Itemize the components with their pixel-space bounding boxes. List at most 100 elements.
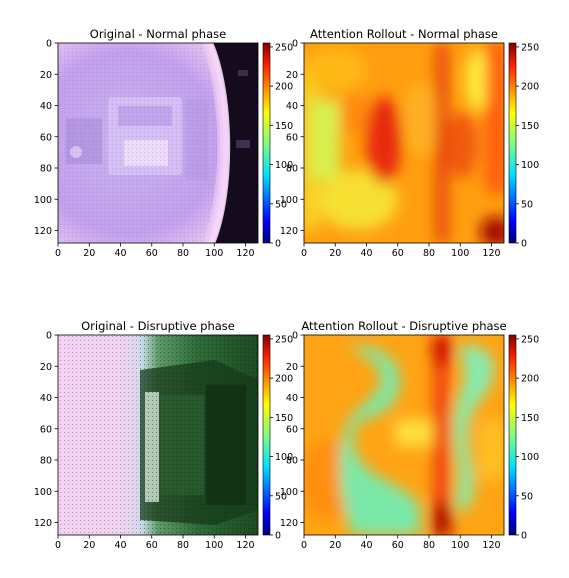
colorbar-tick-label: 0 xyxy=(275,239,281,250)
y-tick-label: 100 xyxy=(34,487,52,498)
x-axis: 0 20 40 60 80 100 120 xyxy=(301,535,501,551)
colorbar-tick-label: 150 xyxy=(521,413,539,424)
camera-image-normal xyxy=(58,43,258,243)
x-tick-label: 20 xyxy=(83,540,95,551)
x-tick-label: 100 xyxy=(451,540,469,551)
y-tick-label: 80 xyxy=(286,164,298,175)
y-tick-label: 0 xyxy=(46,331,52,342)
colorbar-tick-label: 250 xyxy=(521,42,539,53)
x-tick-label: 80 xyxy=(423,540,435,551)
colorbar-tick-label: 250 xyxy=(521,334,539,345)
x-axis: 0 20 40 60 80 100 120 xyxy=(55,243,255,259)
y-tick-label: 100 xyxy=(34,195,52,206)
x-tick-label: 40 xyxy=(360,248,372,259)
y-tick-label: 100 xyxy=(280,195,298,206)
x-tick-label: 120 xyxy=(236,248,254,259)
colorbar-tick-label: 50 xyxy=(521,491,533,502)
x-tick-label: 120 xyxy=(236,540,254,551)
colorbar-tick-label: 150 xyxy=(521,121,539,132)
colorbar-tick-label: 0 xyxy=(521,531,527,542)
y-tick-label: 40 xyxy=(286,101,298,112)
x-tick-label: 0 xyxy=(55,248,61,259)
x-tick-label: 100 xyxy=(205,540,223,551)
y-tick-label: 0 xyxy=(292,39,298,50)
panel-attention-disruptive: Attention Rollout - Disruptive phase 0 20… xyxy=(280,319,539,551)
x-tick-label: 120 xyxy=(482,540,500,551)
y-axis: 0 20 40 60 80 100 120 xyxy=(280,331,304,529)
panel-title: Original - Normal phase xyxy=(90,27,226,41)
colorbar-tick-label: 100 xyxy=(521,160,539,171)
colorbar-tick-label: 50 xyxy=(275,491,287,502)
colorbar-tick-label: 100 xyxy=(521,452,539,463)
y-tick-label: 120 xyxy=(280,518,298,529)
panel-attention-normal: Attention Rollout - Normal phase 0 20 40 60… xyxy=(280,27,539,259)
panel-original-disruptive: Original - Disruptive phase 0 20 40 60 80 100… xyxy=(34,319,293,551)
y-tick-label: 80 xyxy=(286,456,298,467)
x-tick-label: 40 xyxy=(114,248,126,259)
x-tick-label: 20 xyxy=(329,248,341,259)
y-tick-label: 40 xyxy=(286,393,298,404)
x-tick-label: 0 xyxy=(301,248,307,259)
x-tick-label: 0 xyxy=(301,540,307,551)
colorbar-tick-label: 0 xyxy=(521,239,527,250)
colorbar-tick-label: 100 xyxy=(275,452,293,463)
x-tick-label: 80 xyxy=(177,248,189,259)
colorbar-tick-label: 0 xyxy=(275,531,281,542)
y-tick-label: 0 xyxy=(292,331,298,342)
y-tick-label: 40 xyxy=(40,101,52,112)
y-tick-label: 20 xyxy=(40,362,52,373)
y-tick-label: 80 xyxy=(40,456,52,467)
x-tick-label: 40 xyxy=(114,540,126,551)
colorbar: 0 50 100 150 200 250 xyxy=(262,334,293,542)
panel-original-normal: Original - Normal phase 0 20 40 60 80 100 120 … xyxy=(34,27,293,259)
y-tick-label: 20 xyxy=(286,362,298,373)
x-tick-label: 0 xyxy=(55,540,61,551)
colorbar-tick-label: 200 xyxy=(275,82,293,93)
panel-title: Original - Disruptive phase xyxy=(81,319,235,333)
panel-title: Attention Rollout - Disruptive phase xyxy=(301,319,506,333)
colorbar-tick-label: 250 xyxy=(275,334,293,345)
colorbar-tick-label: 50 xyxy=(275,199,287,210)
y-tick-label: 20 xyxy=(40,70,52,81)
x-tick-label: 20 xyxy=(329,540,341,551)
panel-title: Attention Rollout - Normal phase xyxy=(310,27,498,41)
x-axis: 0 20 40 60 80 100 120 xyxy=(55,535,255,551)
attention-map-disruptive xyxy=(304,335,504,535)
x-tick-label: 20 xyxy=(83,248,95,259)
y-tick-label: 120 xyxy=(34,226,52,237)
colorbar-tick-label: 250 xyxy=(275,42,293,53)
y-axis: 0 20 40 60 80 100 120 xyxy=(280,39,304,237)
y-tick-label: 0 xyxy=(46,39,52,50)
colorbar-tick-label: 150 xyxy=(275,121,293,132)
y-tick-label: 120 xyxy=(280,226,298,237)
y-tick-label: 100 xyxy=(280,487,298,498)
x-tick-label: 80 xyxy=(423,248,435,259)
y-tick-label: 80 xyxy=(40,164,52,175)
y-tick-label: 120 xyxy=(34,518,52,529)
y-tick-label: 60 xyxy=(286,132,298,143)
colorbar-tick-label: 200 xyxy=(275,374,293,385)
y-tick-label: 60 xyxy=(286,424,298,435)
camera-image-disruptive xyxy=(58,335,258,535)
colorbar-tick-label: 150 xyxy=(275,413,293,424)
x-tick-label: 60 xyxy=(392,540,404,551)
y-tick-label: 20 xyxy=(286,70,298,81)
x-tick-label: 100 xyxy=(205,248,223,259)
x-tick-label: 40 xyxy=(360,540,372,551)
colorbar-tick-label: 100 xyxy=(275,160,293,171)
y-tick-label: 40 xyxy=(40,393,52,404)
y-axis: 0 20 40 60 80 100 120 xyxy=(34,331,58,529)
y-tick-label: 60 xyxy=(40,132,52,143)
colorbar: 0 50 100 150 200 250 xyxy=(508,42,539,250)
x-tick-label: 80 xyxy=(177,540,189,551)
y-tick-label: 60 xyxy=(40,424,52,435)
x-tick-label: 60 xyxy=(146,540,158,551)
colorbar: 0 50 100 150 200 250 xyxy=(508,334,539,542)
colorbar-tick-label: 50 xyxy=(521,199,533,210)
y-axis: 0 20 40 60 80 100 120 xyxy=(34,39,58,237)
x-tick-label: 120 xyxy=(482,248,500,259)
x-axis: 0 20 40 60 80 100 120 xyxy=(301,243,501,259)
colorbar-tick-label: 200 xyxy=(521,82,539,93)
x-tick-label: 60 xyxy=(146,248,158,259)
